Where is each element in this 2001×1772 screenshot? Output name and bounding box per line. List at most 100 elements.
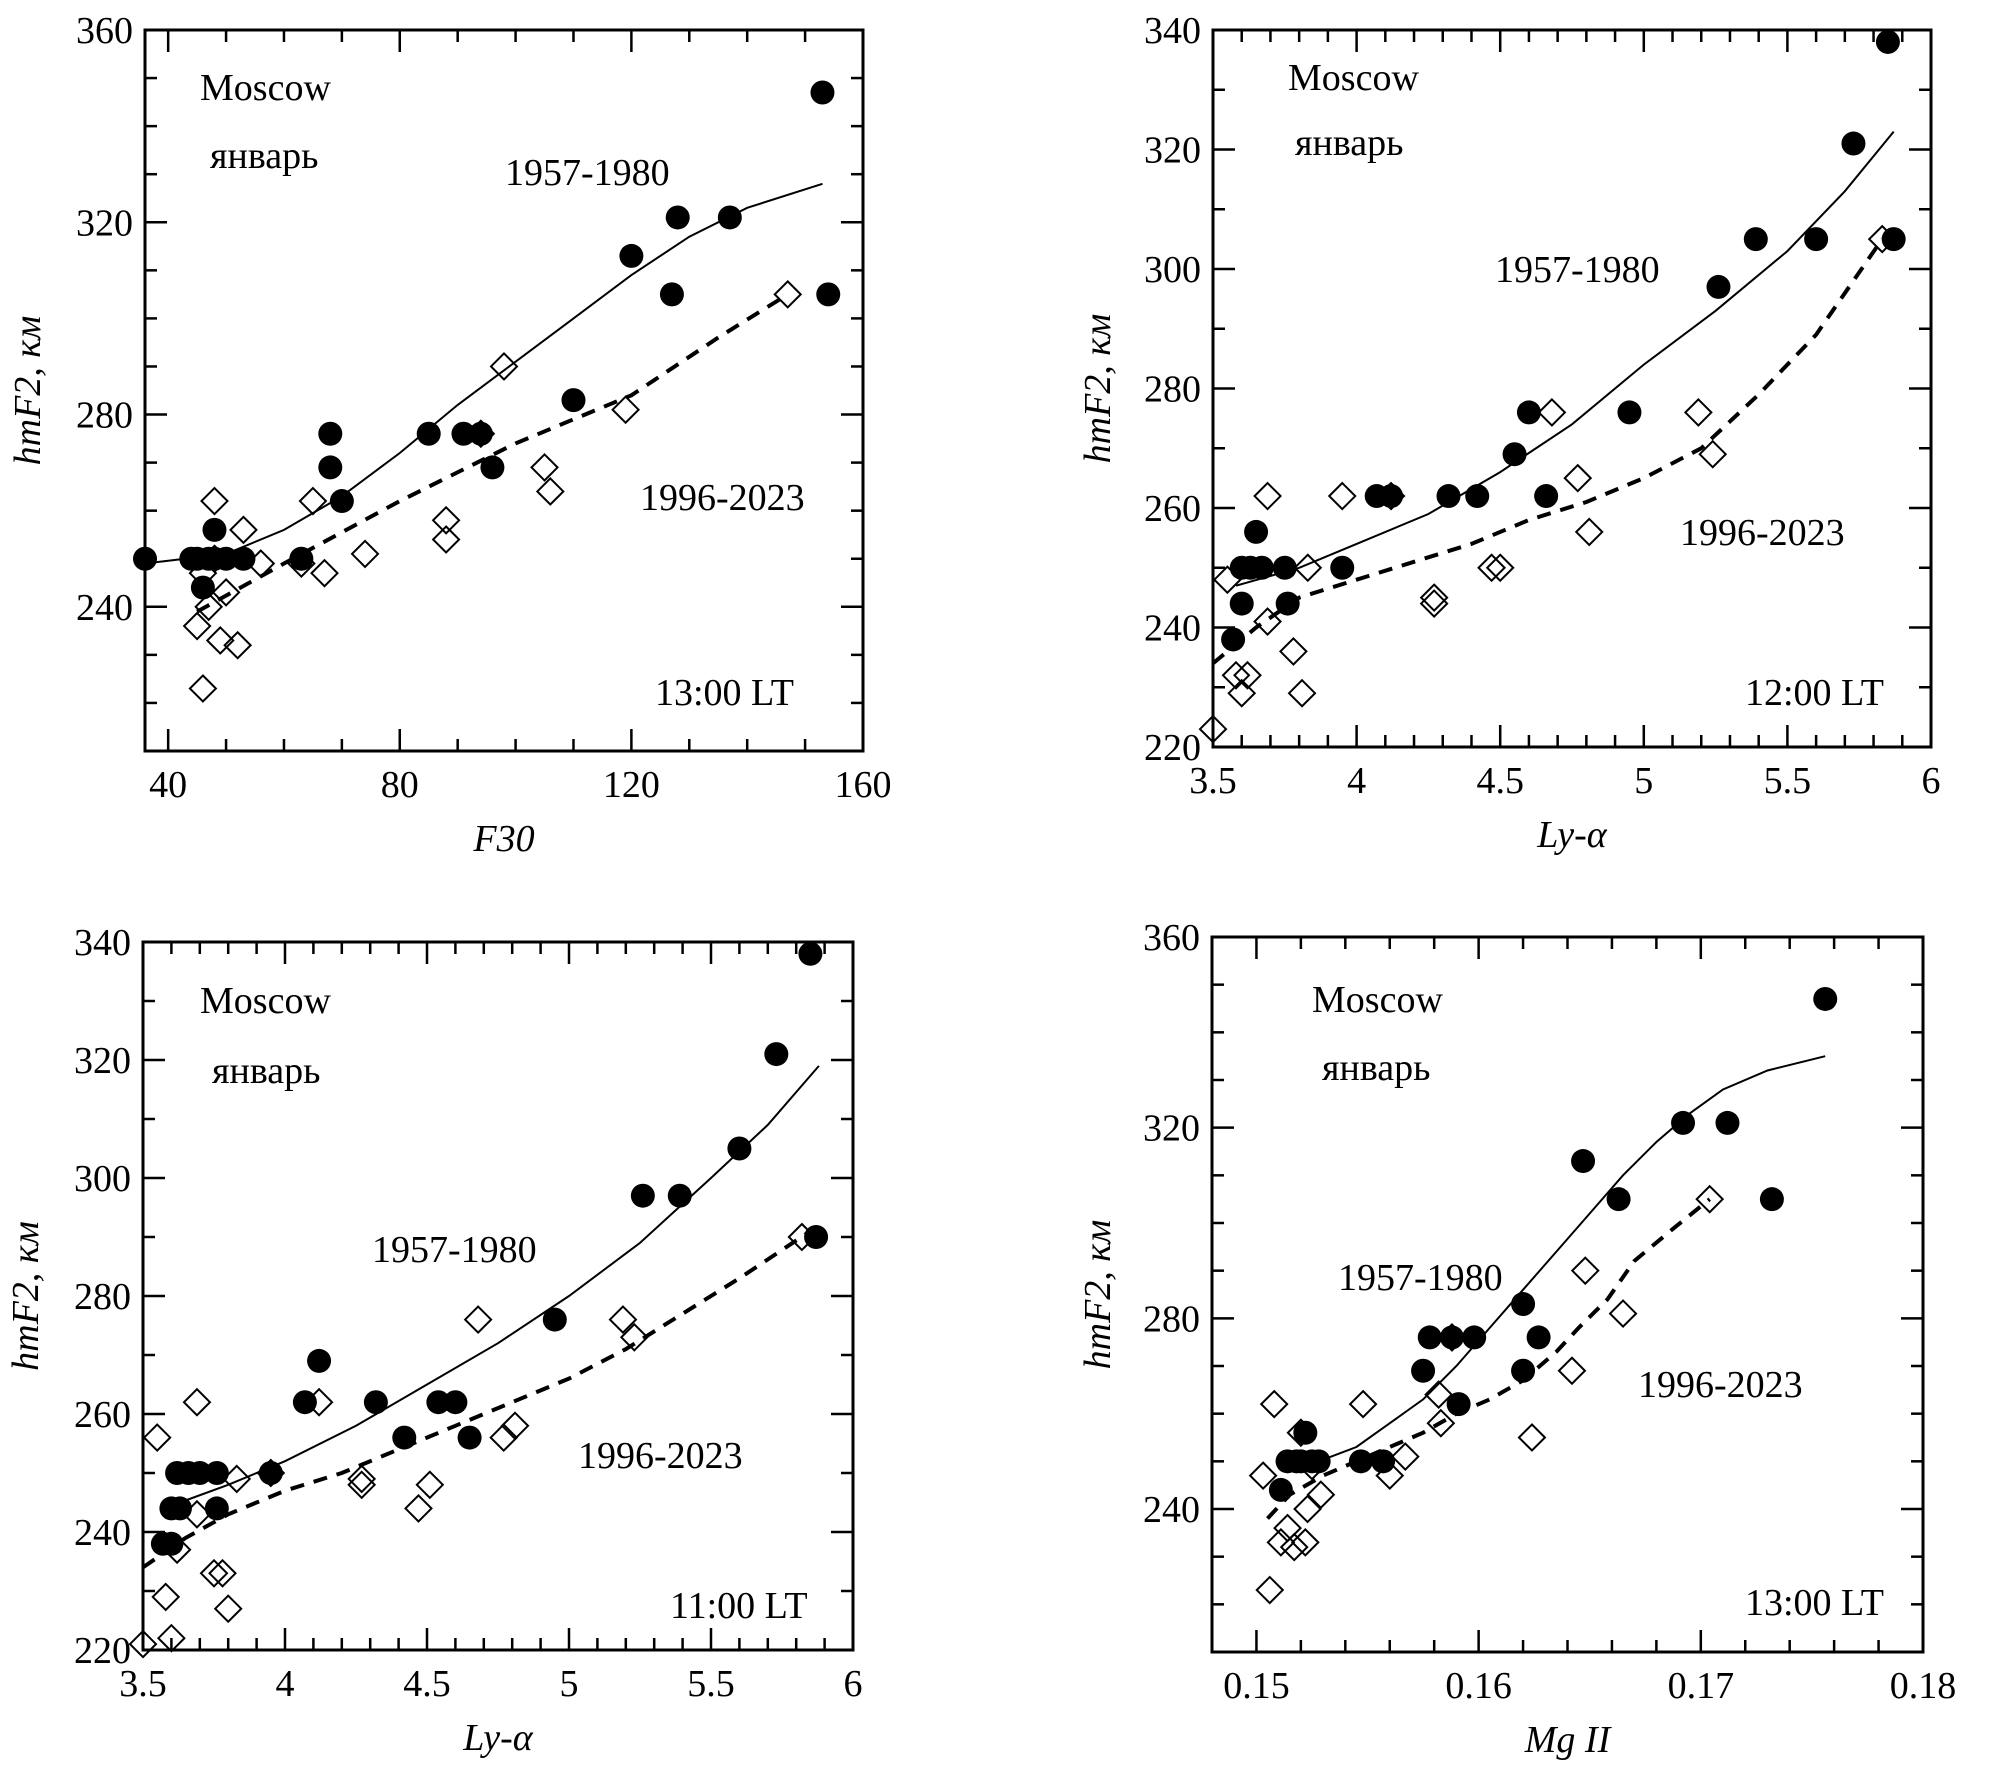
data-point-1996-2023 [404,1493,433,1523]
data-point-1957-1980 [1244,519,1269,544]
data-point-1957-1980 [468,421,493,446]
y-tick-label: 300 [74,1158,131,1200]
data-point-1996-2023 [1419,583,1449,613]
data-point-1996-2023 [608,1305,638,1335]
period-label-1996-2023: 1996-2023 [1680,512,1845,554]
data-point-1957-1980 [329,489,354,514]
data-point-1957-1980 [1534,484,1559,509]
data-point-1996-2023 [489,352,519,381]
data-point-1996-2023 [182,1499,212,1529]
data-point-1996-2023 [1574,517,1604,547]
data-point-1957-1980 [542,1307,567,1332]
data-point-1996-2023 [1424,1380,1454,1410]
data-point-1957-1980 [667,1183,692,1208]
data-point-1996-2023 [1248,1461,1278,1491]
data-point-1996-2023 [182,611,212,641]
y-tick-label: 260 [74,1394,131,1436]
data-point-1996-2023 [200,544,229,574]
fit-line-1996-2023 [1266,1197,1711,1520]
data-point-1996-2023 [1253,481,1282,511]
x-tick-label: 4 [276,1663,295,1705]
data-point-1957-1980 [416,421,441,446]
data-point-1957-1980 [816,282,841,307]
data-point-1996-2023 [347,1464,377,1494]
data-point-1996-2023 [1286,1418,1316,1448]
data-point-1996-2023 [1279,1532,1309,1562]
data-point-1957-1980 [1743,227,1768,252]
y-tick-label: 240 [1144,608,1201,650]
data-point-1996-2023 [1683,397,1713,427]
data-point-1957-1980 [1293,1420,1318,1445]
data-point-1957-1980 [630,1183,655,1208]
data-point-1996-2023 [1375,1461,1405,1491]
y-tick-label: 220 [1144,727,1201,769]
data-point-1996-2023 [310,558,339,588]
data-point-1996-2023 [463,1305,493,1335]
x-tick-label: 4.5 [403,1663,451,1705]
data-point-1957-1980 [1502,442,1527,467]
data-point-1996-2023 [156,1623,186,1653]
month-label: январь [210,135,318,177]
data-point-1957-1980 [480,455,505,480]
data-point-1957-1980 [1465,484,1490,509]
data-point-1996-2023 [1537,397,1567,427]
fit-line-1957-1980 [144,182,823,565]
local-time-label: 11:00 LT [670,1585,808,1627]
data-point-1996-2023 [1327,481,1357,511]
month-label: январь [212,1050,320,1092]
data-point-1957-1980 [187,1461,212,1485]
data-point-1957-1980 [1446,1392,1471,1417]
data-point-1957-1980 [1348,1449,1373,1474]
data-point-1957-1980 [289,546,314,571]
data-point-1996-2023 [223,630,253,660]
data-point-1996-2023 [1348,1389,1378,1419]
local-time-label: 12:00 LT [1745,672,1884,714]
y-tick-label: 360 [1143,917,1200,959]
data-point-1957-1980 [619,243,644,268]
data-point-1996-2023 [1608,1299,1638,1328]
data-point-1957-1980 [1804,227,1829,252]
data-point-1957-1980 [1436,484,1461,509]
data-point-1996-2023 [1517,1423,1547,1452]
x-axis-label: Mg II [1524,1719,1613,1761]
x-tick-label: 120 [603,764,660,806]
data-point-1996-2023 [431,525,461,554]
data-point-1957-1980 [1606,1187,1631,1212]
data-point-1996-2023 [162,1535,192,1565]
y-tick-label: 280 [76,395,133,437]
data-point-1996-2023 [1279,636,1308,666]
data-point-1996-2023 [1437,1322,1467,1352]
data-point-1957-1980 [307,1348,332,1373]
data-point-1957-1980 [1715,1110,1740,1135]
period-label-1957-1980: 1957-1980 [1338,1257,1503,1299]
data-point-1996-2023 [1485,553,1515,583]
data-point-1996-2023 [208,1558,237,1588]
period-label-1996-2023: 1996-2023 [1638,1364,1803,1406]
data-point-1957-1980 [392,1425,417,1450]
x-tick-label: 40 [149,764,187,806]
data-point-1957-1980 [167,1496,192,1521]
data-point-1996-2023 [530,452,559,482]
data-point-1996-2023 [1376,481,1406,511]
station-label: Moscow [200,980,331,1022]
data-point-1957-1980 [1462,1325,1487,1350]
data-point-1957-1980 [318,421,343,446]
fit-line-1996-2023 [141,1229,812,1570]
data-point-1996-2023 [211,577,241,607]
data-point-1996-2023 [1695,1184,1725,1214]
x-tick-label: 5 [1634,760,1653,802]
data-point-1957-1980 [1417,1325,1442,1350]
data-point-1996-2023 [535,477,565,506]
data-point-1996-2023 [1426,1408,1456,1438]
data-point-1957-1980 [764,1042,789,1067]
plot-frame [141,940,855,1652]
x-tick-label: 6 [844,1663,863,1705]
x-tick-label: 0.16 [1445,1665,1512,1707]
data-point-1957-1980 [451,421,476,446]
data-point-1957-1980 [159,1531,184,1556]
data-point-1996-2023 [1477,553,1506,583]
x-tick-label: 5 [560,1663,579,1705]
data-point-1996-2023 [1306,1480,1336,1510]
x-tick-label: 5.5 [687,1663,735,1705]
x-axis-label: F30 [472,818,534,860]
